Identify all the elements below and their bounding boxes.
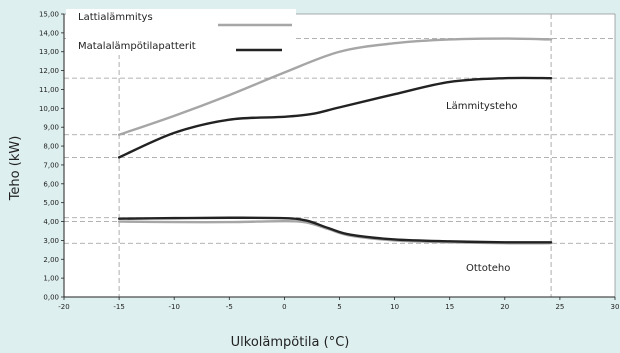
y-tick-label: 15,00: [39, 11, 59, 19]
series-line-0: [117, 37, 553, 136]
series-line-1: [117, 76, 553, 159]
x-tick-label: 15: [445, 303, 454, 311]
y-tick-label: 10,00: [39, 105, 59, 113]
annotation-lammitysteho: Lämmitysteho: [446, 101, 518, 112]
x-tick-label: 0: [282, 303, 286, 311]
x-tick-label: 30: [611, 303, 620, 311]
annotation-ottoteho: Ottoteho: [466, 263, 510, 274]
legend-label-matalalampotilapatterit: Matalalämpötilapatterit: [78, 41, 196, 52]
y-tick-label: 8,00: [43, 143, 59, 151]
axes: 0,00 1,00 2,00 3,00 4,00 5,00 6,00 7,00 8,00 9,00…: [39, 11, 620, 312]
y-tick-label: 6,00: [43, 180, 59, 188]
x-tick-label: 5: [337, 303, 341, 311]
x-tick-label: -15: [113, 303, 124, 311]
y-tick-label: 11,00: [39, 86, 59, 94]
x-axis-title: Ulkolämpötila (°C): [231, 335, 350, 350]
x-tick-label: 25: [555, 303, 564, 311]
y-tick-label: 13,00: [39, 48, 59, 56]
x-tick-label: 10: [390, 303, 399, 311]
y-tick-label: 0,00: [43, 294, 59, 302]
legend-label-lattialammitys: Lattialämmitys: [78, 12, 153, 23]
y-tick-label: 1,00: [43, 275, 59, 283]
series-group: [117, 37, 553, 245]
y-tick-label: 12,00: [39, 67, 59, 75]
y-tick-label: 3,00: [43, 237, 59, 245]
x-tick-label: 20: [500, 303, 509, 311]
legend: Lattialämmitys Matalalämpötilapatterit: [66, 9, 296, 55]
x-tick-label: -5: [226, 303, 233, 311]
series-line-3: [117, 216, 553, 244]
y-tick-label: 5,00: [43, 199, 59, 207]
y-axis-title: Teho (kW): [8, 136, 23, 202]
y-tick-label: 9,00: [43, 124, 59, 132]
y-tick-label: 14,00: [39, 29, 59, 37]
y-tick-label: 2,00: [43, 256, 59, 264]
x-tick-label: -10: [168, 303, 179, 311]
x-tick-label: -20: [58, 303, 69, 311]
plot-area: [63, 13, 616, 298]
y-tick-label: 4,00: [43, 218, 59, 226]
legend-box: [66, 9, 296, 55]
y-tick-label: 7,00: [43, 161, 59, 169]
